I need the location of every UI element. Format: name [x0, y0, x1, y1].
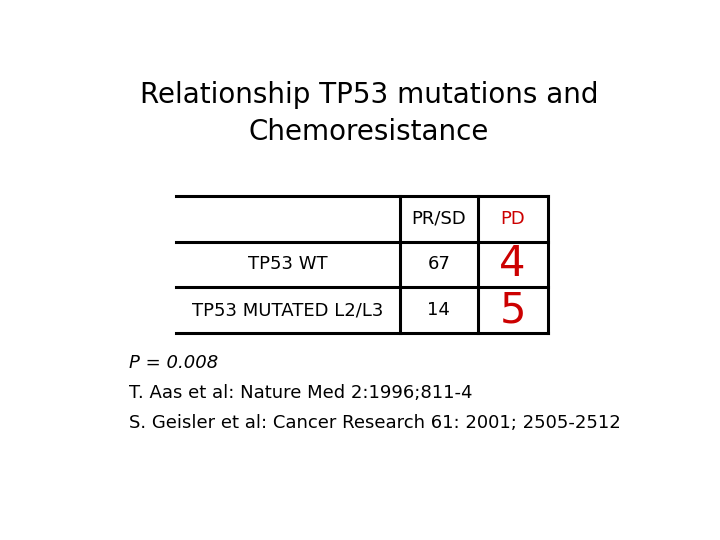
Text: 14: 14 [427, 301, 450, 319]
Text: T. Aas et al: Nature Med 2:1996;811-4: T. Aas et al: Nature Med 2:1996;811-4 [129, 384, 472, 402]
Text: 5: 5 [500, 289, 526, 331]
Text: P = 0.008: P = 0.008 [129, 354, 218, 372]
Text: Relationship TP53 mutations and
Chemoresistance: Relationship TP53 mutations and Chemores… [140, 82, 598, 146]
Text: PD: PD [500, 210, 525, 228]
Text: 67: 67 [427, 255, 450, 273]
Text: TP53 MUTATED L2/L3: TP53 MUTATED L2/L3 [192, 301, 384, 319]
Text: 4: 4 [500, 244, 526, 285]
Text: S. Geisler et al: Cancer Research 61: 2001; 2505-2512: S. Geisler et al: Cancer Research 61: 20… [129, 414, 621, 431]
Text: PR/SD: PR/SD [411, 210, 466, 228]
Text: TP53 WT: TP53 WT [248, 255, 328, 273]
